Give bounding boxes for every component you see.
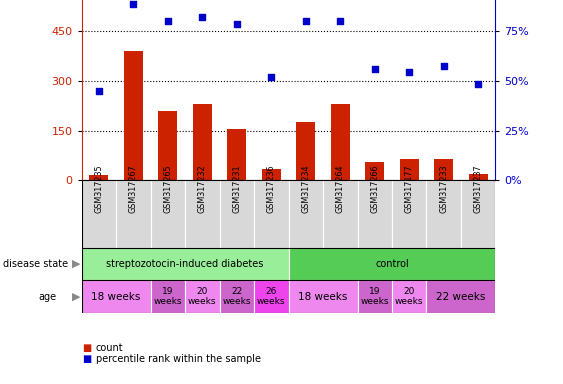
Text: age: age: [38, 291, 56, 302]
Text: streptozotocin-induced diabetes: streptozotocin-induced diabetes: [106, 259, 264, 269]
Point: [336, 18, 345, 24]
Bar: [193, 104, 212, 180]
Text: count: count: [96, 343, 123, 353]
Text: GSM317265: GSM317265: [163, 164, 172, 213]
Bar: [434, 159, 453, 180]
Text: GSM317177: GSM317177: [405, 164, 414, 213]
Bar: [296, 122, 315, 180]
Bar: [400, 159, 419, 180]
Bar: [185, 180, 220, 248]
Text: GSM317266: GSM317266: [370, 164, 379, 213]
Point: [405, 69, 414, 75]
Text: 22
weeks: 22 weeks: [222, 287, 251, 306]
Bar: [392, 180, 427, 248]
Bar: [254, 280, 288, 313]
Bar: [262, 169, 281, 180]
Text: GSM317231: GSM317231: [233, 164, 242, 213]
Text: 20
weeks: 20 weeks: [188, 287, 217, 306]
Text: percentile rank within the sample: percentile rank within the sample: [96, 354, 261, 364]
Text: ■: ■: [82, 354, 91, 364]
Text: 18 weeks: 18 weeks: [91, 291, 141, 302]
Bar: [82, 280, 151, 313]
Bar: [82, 248, 289, 280]
Point: [473, 81, 482, 87]
Text: 22 weeks: 22 weeks: [436, 291, 486, 302]
Text: GSM317232: GSM317232: [198, 164, 207, 213]
Text: GSM317267: GSM317267: [129, 164, 138, 213]
Bar: [469, 174, 488, 180]
Bar: [358, 280, 392, 313]
Bar: [392, 280, 427, 313]
Point: [198, 14, 207, 20]
Bar: [289, 280, 358, 313]
Text: GSM317237: GSM317237: [473, 164, 482, 213]
Point: [370, 66, 379, 72]
Text: ▶: ▶: [72, 291, 81, 302]
Bar: [358, 180, 392, 248]
Text: 19
weeks: 19 weeks: [360, 287, 389, 306]
Bar: [289, 248, 495, 280]
Bar: [124, 51, 143, 180]
Text: disease state: disease state: [3, 259, 68, 269]
Bar: [331, 104, 350, 180]
Text: 26
weeks: 26 weeks: [257, 287, 285, 306]
Text: GSM317234: GSM317234: [301, 164, 310, 213]
Point: [95, 88, 104, 94]
Bar: [82, 180, 116, 248]
Point: [233, 21, 242, 27]
Text: ■: ■: [82, 343, 91, 353]
Bar: [90, 175, 108, 180]
Text: 19
weeks: 19 weeks: [154, 287, 182, 306]
Point: [267, 74, 276, 80]
Bar: [151, 280, 185, 313]
Bar: [323, 180, 358, 248]
Text: GSM317236: GSM317236: [267, 164, 276, 213]
Point: [163, 18, 172, 24]
Bar: [427, 280, 495, 313]
Bar: [254, 180, 288, 248]
Text: GSM317264: GSM317264: [336, 164, 345, 213]
Bar: [158, 111, 177, 180]
Text: ▶: ▶: [72, 259, 81, 269]
Text: 18 weeks: 18 weeks: [298, 291, 348, 302]
Bar: [461, 180, 495, 248]
Bar: [365, 162, 384, 180]
Text: control: control: [375, 259, 409, 269]
Bar: [227, 129, 246, 180]
Bar: [185, 280, 220, 313]
Text: 20
weeks: 20 weeks: [395, 287, 423, 306]
Bar: [220, 280, 254, 313]
Point: [439, 63, 448, 69]
Bar: [116, 180, 150, 248]
Bar: [151, 180, 185, 248]
Bar: [427, 180, 461, 248]
Text: GSM317235: GSM317235: [95, 164, 104, 213]
Bar: [289, 180, 323, 248]
Text: GSM317233: GSM317233: [439, 164, 448, 213]
Bar: [220, 180, 254, 248]
Point: [301, 18, 310, 24]
Point: [129, 1, 138, 7]
